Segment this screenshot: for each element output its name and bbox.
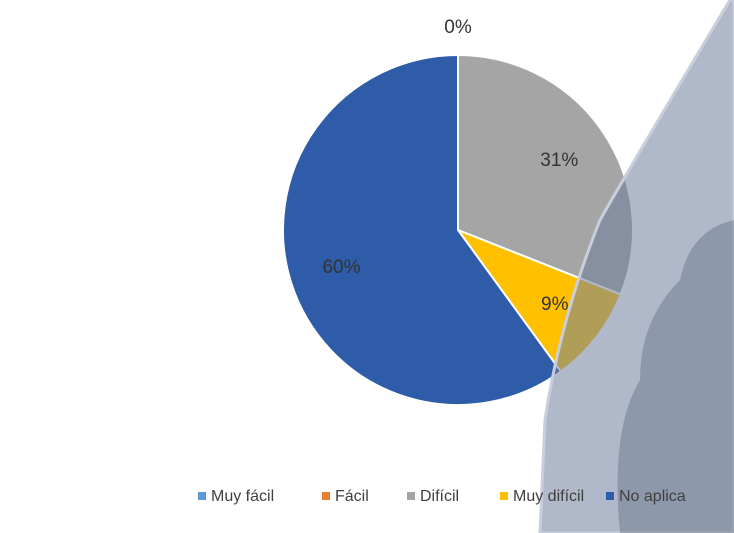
data-label: 31% — [540, 150, 578, 171]
data-label: 0% — [444, 17, 472, 38]
legend-swatch — [322, 492, 330, 500]
legend-label: No aplica — [619, 488, 686, 505]
globe-land — [617, 220, 734, 533]
legend-swatch — [606, 492, 614, 500]
globe-overlay — [538, 0, 734, 533]
data-label: 9% — [541, 294, 569, 315]
data-labels: 0% 31% 9% 60% — [322, 17, 578, 315]
legend: Muy fácil Fácil Difícil Muy difícil No aplic… — [198, 488, 686, 505]
legend-swatch — [198, 492, 206, 500]
legend-label: Difícil — [420, 488, 459, 505]
legend-label: Fácil — [335, 488, 369, 505]
legend-swatch — [500, 492, 508, 500]
legend-label: Muy fácil — [211, 488, 274, 505]
pie-slice — [282, 53, 563, 406]
data-label: 60% — [322, 257, 360, 278]
legend-label: Muy difícil — [513, 488, 584, 505]
legend-swatch — [407, 492, 415, 500]
